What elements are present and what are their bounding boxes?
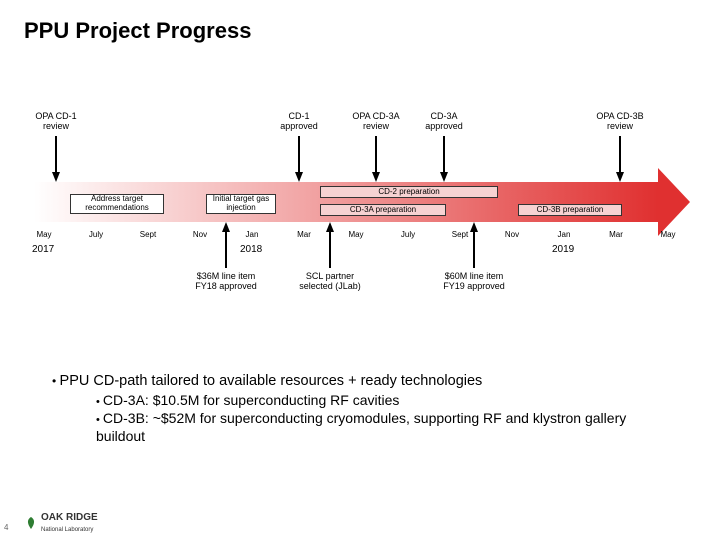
month-label: July: [393, 230, 423, 239]
arrow-up-icon: [222, 222, 230, 232]
milestone-label: $60M line item FY19 approved: [439, 272, 509, 292]
month-label: May: [29, 230, 59, 239]
connector-line: [443, 136, 445, 172]
bullet-main: PPU CD-path tailored to available resour…: [52, 372, 672, 391]
milestone-label: $36M line item FY18 approved: [191, 272, 261, 292]
month-label: Jan: [237, 230, 267, 239]
bullet-sub: CD-3B: ~$52M for superconducting cryomod…: [96, 409, 672, 445]
arrow-down-icon: [52, 172, 60, 182]
month-label: Mar: [289, 230, 319, 239]
arrow-up-icon: [470, 222, 478, 232]
timeline-arrow-head: [658, 168, 690, 236]
leaf-icon: [24, 516, 38, 530]
timeline-chart: OPA CD-1 reviewCD-1 approvedOPA CD-3A re…: [34, 112, 690, 332]
month-label: Nov: [185, 230, 215, 239]
task-box: CD-2 preparation: [320, 186, 498, 198]
arrow-down-icon: [295, 172, 303, 182]
milestone-label: OPA CD-1 review: [26, 112, 86, 132]
arrow-down-icon: [440, 172, 448, 182]
milestone-label: SCL partner selected (JLab): [295, 272, 365, 292]
month-label: Nov: [497, 230, 527, 239]
milestone-label: CD-3A approved: [414, 112, 474, 132]
year-label: 2019: [552, 244, 574, 255]
task-box: CD-3A preparation: [320, 204, 446, 216]
year-label: 2018: [240, 244, 262, 255]
connector-line: [619, 136, 621, 172]
oak-ridge-logo: OAK RIDGE National Laboratory: [24, 512, 98, 534]
logo-subtext: National Laboratory: [41, 527, 93, 533]
arrow-up-icon: [326, 222, 334, 232]
month-label: May: [653, 230, 683, 239]
milestone-label: OPA CD-3A review: [346, 112, 406, 132]
connector-line: [55, 136, 57, 172]
milestone-label: CD-1 approved: [269, 112, 329, 132]
bullet-sub: CD-3A: $10.5M for superconducting RF cav…: [96, 391, 672, 409]
arrow-down-icon: [372, 172, 380, 182]
milestone-label: OPA CD-3B review: [590, 112, 650, 132]
logo-text: OAK RIDGE: [41, 512, 98, 523]
bullet-list: PPU CD-path tailored to available resour…: [52, 372, 672, 446]
connector-line: [225, 232, 227, 268]
page-title: PPU Project Progress: [0, 0, 720, 44]
month-label: Jan: [549, 230, 579, 239]
connector-line: [329, 232, 331, 268]
month-label: Sept: [133, 230, 163, 239]
year-label: 2017: [32, 244, 54, 255]
task-box: CD-3B preparation: [518, 204, 622, 216]
month-label: July: [81, 230, 111, 239]
task-box: Initial target gas injection: [206, 194, 276, 214]
connector-line: [473, 232, 475, 268]
connector-line: [298, 136, 300, 172]
arrow-down-icon: [616, 172, 624, 182]
page-number: 4: [4, 523, 8, 532]
connector-line: [375, 136, 377, 172]
month-label: May: [341, 230, 371, 239]
task-box: Address target recommendations: [70, 194, 164, 214]
month-label: Mar: [601, 230, 631, 239]
